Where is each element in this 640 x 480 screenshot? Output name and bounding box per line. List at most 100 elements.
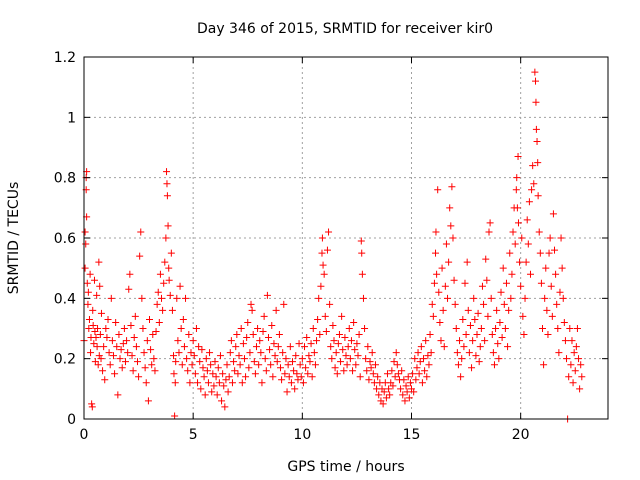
data-point xyxy=(445,258,453,266)
data-point xyxy=(328,355,336,363)
data-point xyxy=(131,312,139,320)
data-point xyxy=(553,300,561,308)
data-point xyxy=(458,355,466,363)
data-point xyxy=(165,264,173,272)
data-point xyxy=(536,249,544,257)
data-point xyxy=(109,352,117,360)
data-point xyxy=(189,337,197,345)
data-point xyxy=(299,379,307,387)
data-point xyxy=(99,367,107,375)
data-point xyxy=(223,361,231,369)
data-point xyxy=(93,291,101,299)
data-point xyxy=(394,370,402,378)
data-point xyxy=(237,325,245,332)
data-point xyxy=(137,228,145,236)
data-point xyxy=(549,210,557,218)
data-point xyxy=(279,349,287,357)
data-point xyxy=(221,403,229,411)
data-point xyxy=(414,349,422,357)
data-point xyxy=(520,331,528,339)
data-point xyxy=(182,294,190,302)
data-point xyxy=(385,385,393,393)
data-point xyxy=(418,379,426,387)
data-points xyxy=(80,68,586,423)
data-point xyxy=(280,300,288,308)
data-point xyxy=(163,180,171,188)
data-point xyxy=(494,340,502,348)
data-point xyxy=(135,373,143,381)
data-point xyxy=(576,385,584,393)
data-point xyxy=(561,337,569,345)
data-point xyxy=(505,306,513,314)
data-point xyxy=(210,382,218,390)
data-point xyxy=(434,186,442,194)
data-point xyxy=(256,337,264,345)
data-point xyxy=(523,216,531,224)
data-point xyxy=(255,361,263,369)
data-point xyxy=(511,240,519,248)
data-point xyxy=(184,367,192,375)
data-point xyxy=(489,349,497,357)
data-point xyxy=(571,367,579,375)
data-point xyxy=(533,137,541,145)
data-point xyxy=(130,334,138,342)
data-point xyxy=(541,294,549,302)
data-point xyxy=(290,367,298,375)
plot-border xyxy=(83,56,609,420)
data-point xyxy=(88,400,96,408)
data-point xyxy=(147,346,155,354)
data-point xyxy=(460,343,468,351)
data-point xyxy=(429,312,437,320)
data-point xyxy=(481,337,489,345)
data-point xyxy=(287,379,295,387)
data-point xyxy=(84,288,92,296)
data-point xyxy=(298,355,306,363)
data-point xyxy=(272,306,280,314)
data-point xyxy=(482,255,490,263)
data-point xyxy=(427,349,435,357)
data-point xyxy=(108,337,116,345)
data-point xyxy=(469,337,477,345)
data-point xyxy=(274,343,282,351)
data-point xyxy=(338,312,346,320)
data-point xyxy=(133,358,141,366)
data-point xyxy=(461,279,469,287)
data-point xyxy=(409,370,417,378)
data-point xyxy=(333,370,341,378)
data-point xyxy=(357,237,365,245)
x-tick-label: 0 xyxy=(80,427,89,443)
data-point xyxy=(444,294,452,302)
data-point xyxy=(100,343,108,351)
data-point xyxy=(389,382,397,390)
data-point xyxy=(249,331,257,339)
data-point xyxy=(441,282,449,290)
data-point xyxy=(176,282,184,290)
data-point xyxy=(132,343,140,351)
data-point xyxy=(160,279,168,287)
data-point xyxy=(502,279,510,287)
data-point xyxy=(90,340,98,348)
data-point xyxy=(311,361,319,369)
data-point xyxy=(218,397,226,405)
data-point xyxy=(345,325,353,332)
data-point xyxy=(126,270,134,278)
data-point xyxy=(242,373,250,381)
data-point xyxy=(497,288,505,296)
data-point xyxy=(570,349,578,357)
data-point xyxy=(534,159,542,167)
data-point xyxy=(231,367,239,375)
data-point xyxy=(306,358,314,366)
data-point xyxy=(167,249,175,257)
data-point xyxy=(440,343,448,351)
data-point xyxy=(573,325,581,332)
data-point xyxy=(374,373,382,381)
data-point xyxy=(563,355,571,363)
data-point xyxy=(148,361,156,369)
data-point xyxy=(219,370,227,378)
data-point xyxy=(271,352,279,360)
data-point xyxy=(162,234,170,242)
data-point xyxy=(340,367,348,375)
data-point xyxy=(426,331,434,339)
data-point xyxy=(519,312,527,320)
data-point xyxy=(454,361,462,369)
